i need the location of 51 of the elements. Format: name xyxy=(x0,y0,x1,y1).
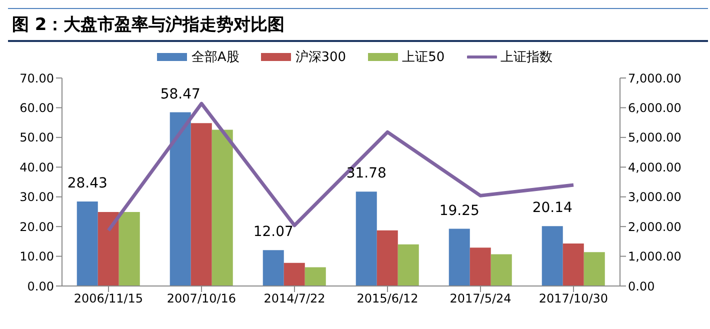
x-tick-label: 2006/11/15 xyxy=(74,292,144,306)
x-tick-label: 2014/7/22 xyxy=(264,292,326,306)
bar xyxy=(448,228,470,286)
chart-title: 图 2：大盘市盈率与沪指走势对比图 xyxy=(8,8,708,42)
bar xyxy=(398,244,419,286)
bar xyxy=(190,123,212,286)
y-tick-label: 70.00 xyxy=(20,71,54,86)
y2-tick-label: 0.00 xyxy=(628,279,655,294)
bar xyxy=(98,212,119,286)
bar xyxy=(584,252,605,286)
bar xyxy=(562,244,584,286)
y-tick-label: 30.00 xyxy=(20,190,54,204)
y2-tick-label: 3,000.00 xyxy=(628,190,682,204)
legend-label: 沪深300 xyxy=(294,49,346,66)
bar xyxy=(304,267,326,286)
x-tick-label: 2017/5/24 xyxy=(450,292,512,306)
legend-label: 全部A股 xyxy=(190,49,240,66)
data-label: 19.25 xyxy=(439,202,480,219)
x-tick-label: 2015/6/12 xyxy=(356,292,418,306)
legend-label: 上证50 xyxy=(401,49,445,66)
bar xyxy=(490,254,512,286)
data-label: 58.47 xyxy=(160,86,200,102)
x-tick-label: 2007/10/16 xyxy=(166,292,236,306)
y2-tick-label: 1,000.00 xyxy=(628,250,682,264)
x-tick-label: 2017/10/30 xyxy=(538,292,608,306)
y2-tick-label: 6,000.00 xyxy=(628,100,682,115)
data-label: 31.78 xyxy=(346,166,386,182)
bar xyxy=(118,212,140,286)
bar xyxy=(356,192,377,286)
data-label: 20.14 xyxy=(532,200,573,216)
y2-tick-label: 4,000.00 xyxy=(628,160,682,174)
y2-tick-label: 2,000.00 xyxy=(628,220,682,234)
bar xyxy=(542,226,563,286)
y2-tick-label: 5,000.00 xyxy=(628,130,682,145)
data-label: 28.43 xyxy=(67,176,108,192)
y-tick-label: 10.00 xyxy=(20,250,54,264)
bar xyxy=(212,130,233,286)
y-tick-label: 60.00 xyxy=(20,100,54,115)
bar xyxy=(470,248,491,286)
data-label: 12.07 xyxy=(253,224,294,240)
y2-tick-label: 7,000.00 xyxy=(628,71,682,86)
bar xyxy=(284,262,305,286)
y-tick-label: 50.00 xyxy=(20,130,54,145)
bar xyxy=(170,112,191,286)
bar xyxy=(262,250,284,286)
y-tick-label: 0.00 xyxy=(27,279,54,294)
y-tick-label: 20.00 xyxy=(20,220,54,234)
bar xyxy=(376,230,398,286)
legend-label: 上证指数 xyxy=(500,49,553,66)
bar xyxy=(76,202,98,286)
y-tick-label: 40.00 xyxy=(20,160,54,174)
